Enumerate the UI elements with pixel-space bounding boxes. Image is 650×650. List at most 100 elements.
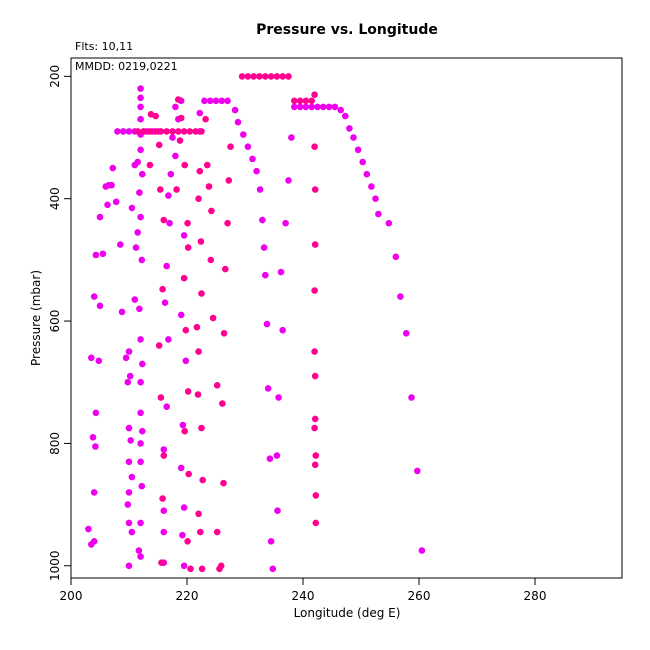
data-point [186,128,194,135]
x-tick-label: 200 [60,589,83,603]
data-point [160,507,168,514]
data-point [193,323,201,331]
data-point [137,458,144,466]
data-point [137,94,144,102]
data-point [88,354,95,362]
data-point [408,394,415,401]
data-point [238,73,246,80]
data-point [182,357,190,365]
y-axis-label: Pressure (mbar) [29,270,43,366]
data-point [244,73,252,80]
data-point [128,204,136,212]
data-point [137,440,144,447]
data-point [180,232,188,239]
data-point [311,372,319,380]
data-point [138,256,146,264]
data-point [126,372,134,380]
data-point [285,73,292,80]
y-tick-label: 200 [48,65,62,88]
data-point [291,97,298,105]
data-point [128,528,136,536]
data-point [195,348,202,355]
data-point [288,134,295,141]
data-point [125,458,133,466]
data-point [402,330,410,337]
data-point [163,403,170,411]
data-point [312,492,320,499]
data-point [185,470,192,478]
data-point [240,131,247,138]
data-point [195,195,202,202]
data-point [180,504,188,511]
data-point [414,467,421,475]
data-point [279,73,287,80]
data-point [291,103,298,111]
data-point [372,195,379,202]
data-point [179,421,187,429]
data-point [90,538,98,545]
data-point [392,253,400,261]
data-point [125,424,133,432]
data-point [165,192,172,199]
data-point [208,207,215,215]
data-point [199,476,206,484]
data-point [135,547,143,554]
data-point [161,299,169,307]
data-point [132,244,140,251]
data-point [311,143,318,150]
data-point [134,158,141,166]
x-axis: 200 220 240 260 280 [60,577,546,603]
data-point [256,73,263,80]
data-point [137,553,144,560]
data-point [311,91,318,98]
data-point [337,106,345,114]
data-point [206,97,214,105]
data-point [136,189,143,196]
x-axis-label: Longitude (deg E) [294,606,401,620]
data-point [418,547,426,554]
data-point [222,265,229,273]
data-point [359,158,367,166]
data-point [212,97,220,105]
data-point [198,565,206,573]
data-point [163,128,170,135]
data-point [172,103,179,111]
data-point [311,287,318,294]
data-point [118,308,126,316]
data-point [109,164,117,172]
data-point [92,251,100,259]
data-point [311,348,318,355]
data-point [184,388,192,395]
data-point [354,146,362,154]
data-point [277,268,285,276]
data-point [159,495,166,502]
data-point [267,73,275,80]
data-point [201,97,208,105]
data-point [227,143,234,150]
data-point [157,186,164,193]
data-point [137,378,144,386]
data-point [204,161,211,169]
data-point [108,181,115,189]
data-point [312,519,320,527]
data-point [302,97,310,105]
data-point [311,461,319,469]
data-point [184,538,191,545]
data-point [160,528,168,536]
data-point [266,455,274,463]
data-point [219,400,226,407]
data-point [152,112,159,120]
data-point [137,115,144,123]
data-point [209,314,217,322]
data-point [244,143,252,150]
data-point [202,115,209,123]
data-point [312,452,320,459]
data-point [137,103,144,111]
data-point [205,183,213,190]
data-point [182,326,190,334]
data-point [198,290,205,297]
data-point [198,128,205,135]
data-point [225,177,233,184]
data-point [273,73,281,80]
data-point [285,177,292,184]
